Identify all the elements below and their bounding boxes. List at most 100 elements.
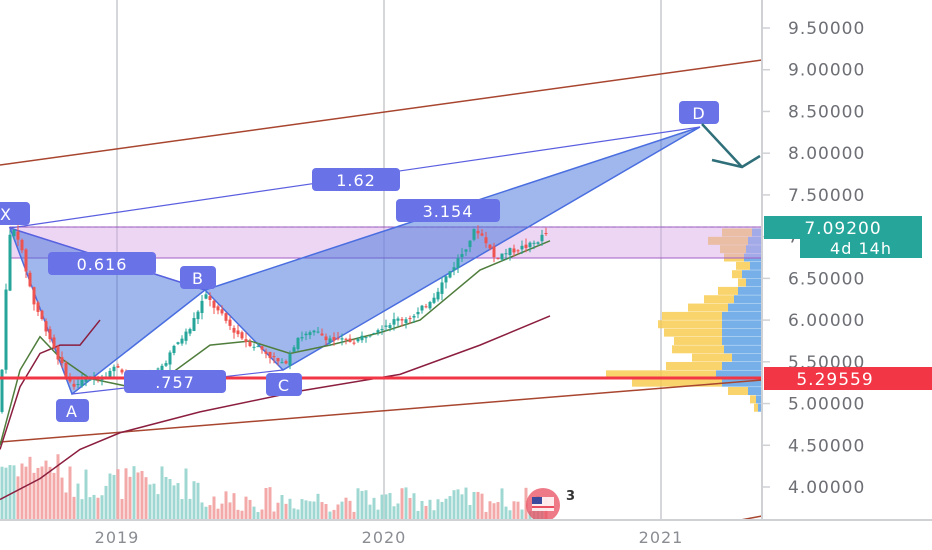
profile-bar-sell	[674, 336, 722, 345]
profile-bar-sell	[728, 387, 748, 396]
volume-bar	[380, 494, 384, 520]
profile-bar-sell	[704, 295, 734, 304]
volume-bar	[160, 466, 164, 520]
candle-body	[420, 305, 424, 311]
volume-bar	[472, 492, 476, 520]
volume-bar	[76, 483, 80, 520]
candle-body	[428, 302, 432, 309]
volume-bar	[32, 472, 36, 520]
candle-body	[316, 331, 320, 333]
candle-body	[540, 234, 544, 242]
volume-bar	[324, 504, 328, 520]
volume-bar	[488, 501, 492, 520]
candle-body	[0, 369, 4, 412]
volume-bar	[420, 500, 424, 520]
volume-bar	[104, 485, 108, 520]
candle-body	[224, 313, 228, 321]
volume-bar	[68, 466, 72, 520]
volume-bar	[468, 505, 472, 520]
volume-bar	[196, 482, 200, 520]
volume-bar	[240, 510, 244, 520]
volume-bar	[368, 504, 372, 520]
y-tick-label: 4.50000	[788, 436, 865, 456]
profile-bar-buy	[732, 353, 762, 362]
ratio-162: 1.62	[312, 168, 400, 191]
volume-bar	[332, 509, 336, 520]
tradingview-flag-icon: 3	[526, 488, 575, 522]
volume-bar	[152, 483, 156, 520]
watermark-badge: 3	[566, 489, 575, 504]
candle-body	[348, 338, 352, 342]
profile-bar-buy	[722, 336, 762, 345]
volume-bar	[316, 493, 320, 520]
volume-bar	[20, 463, 24, 520]
volume-bar	[192, 481, 196, 520]
volume-bar	[276, 502, 280, 520]
profile-bar-sell	[750, 395, 756, 404]
volume-bar	[172, 485, 176, 520]
volume-bar	[516, 501, 520, 520]
volume-bar	[80, 499, 84, 520]
volume-bar	[360, 490, 364, 520]
down-arrow-icon	[701, 123, 761, 169]
label-b: B	[180, 266, 216, 289]
price-axis-panel[interactable]	[762, 0, 932, 520]
volume-bar	[480, 493, 484, 520]
volume-bar	[280, 494, 284, 520]
candle-body	[84, 379, 88, 382]
volume-bar	[264, 487, 268, 520]
candle-body	[408, 317, 412, 320]
y-tick-label: 6.50000	[788, 269, 865, 289]
volume-bar	[500, 488, 504, 520]
candle-body	[296, 337, 300, 350]
profile-bar-sell	[754, 403, 758, 412]
candle-body	[356, 338, 360, 342]
profile-bar-buy	[734, 295, 762, 304]
candle-body	[512, 248, 516, 253]
candle-body	[264, 351, 268, 354]
profile-bar-buy	[722, 311, 762, 320]
volume-bar	[396, 503, 400, 520]
volume-bar	[432, 510, 436, 520]
profile-bar-sell	[692, 353, 732, 362]
candle-body	[536, 242, 540, 244]
candle-body	[36, 302, 40, 312]
candle-body	[412, 315, 416, 318]
y-tick-label: 4.00000	[788, 478, 865, 498]
candle-body	[524, 244, 528, 249]
time-axis-panel[interactable]	[0, 520, 932, 550]
profile-bar-sell	[664, 328, 722, 337]
candle-body	[336, 338, 340, 340]
candle-body	[456, 258, 460, 269]
profile-bar-sell	[722, 228, 752, 237]
volume-bar	[388, 493, 392, 520]
volume-profile	[606, 228, 762, 412]
candle-body	[212, 300, 216, 308]
candle-body	[388, 325, 392, 329]
volume-bar	[112, 474, 116, 520]
volume-bar	[436, 499, 440, 520]
candle-body	[320, 333, 324, 336]
volume-bar	[272, 511, 276, 520]
volume-bar	[308, 501, 312, 520]
volume-bar	[40, 466, 44, 520]
candle-body	[376, 330, 380, 333]
profile-bar-buy	[746, 245, 762, 254]
volume-bar	[100, 495, 104, 520]
candle-body	[160, 365, 164, 371]
candle-body	[156, 368, 160, 370]
volume-bar	[60, 477, 64, 520]
candle-body	[32, 287, 36, 305]
volume-bar	[16, 476, 20, 520]
volume-bar	[220, 503, 224, 520]
candle-body	[504, 253, 508, 255]
profile-bar-sell	[672, 345, 724, 354]
profile-bar-sell	[738, 278, 746, 287]
candle-body	[460, 254, 464, 258]
volume-bar	[252, 506, 256, 520]
candle-body	[292, 347, 296, 352]
profile-bar-sell	[736, 261, 750, 270]
candle-body	[372, 332, 376, 334]
